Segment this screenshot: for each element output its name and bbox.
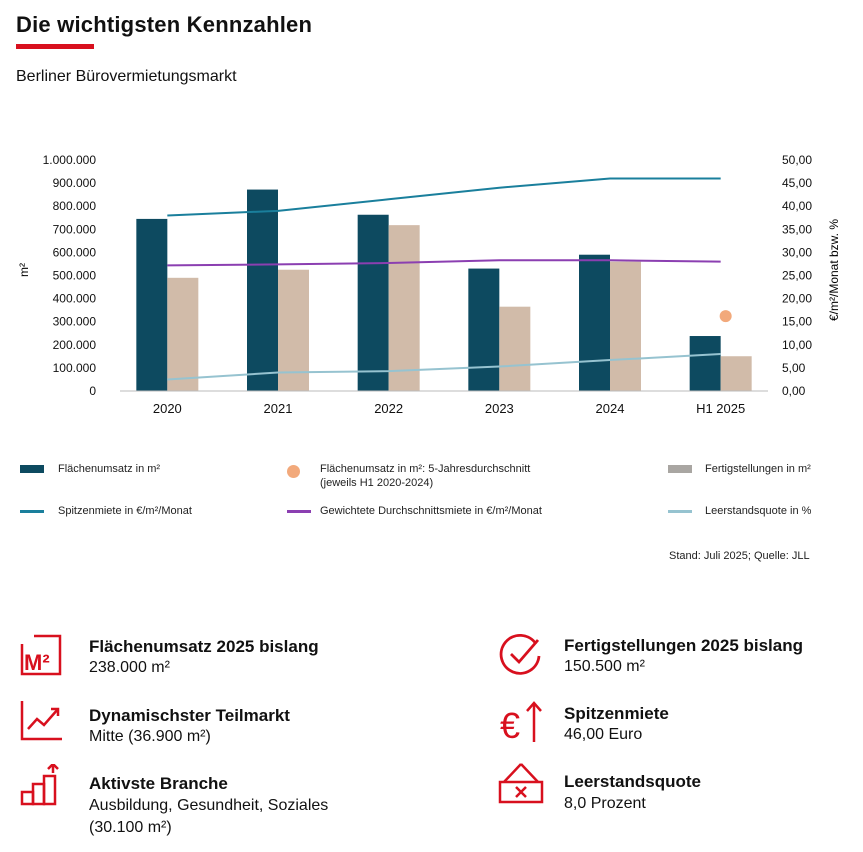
bar-flaechenumsatz: [357, 214, 389, 391]
bar-fertigstellungen: [720, 356, 752, 391]
legend-label-average: Flächenumsatz in m²: 5-Jahresdurchschnit…: [320, 462, 530, 490]
kpi-title-teilmarkt: Dynamischster Teilmarkt: [89, 706, 290, 725]
page-title: Die wichtigsten Kennzahlen: [16, 12, 313, 37]
right-axis-label: €/m²/Monat bzw. %: [827, 219, 841, 321]
left-axis-tick-label: 600.000: [53, 245, 97, 259]
left-axis-tick-label: 1.000.000: [43, 153, 97, 167]
legend-label-fertigstellungen: Fertigstellungen in m²: [705, 463, 811, 475]
stairs-up-icon: [20, 762, 64, 811]
right-axis-tick-label: 40,00: [782, 199, 812, 213]
kpi-title-leerstand: Leerstandsquote: [564, 772, 701, 791]
left-axis-tick-label: 0: [89, 384, 96, 398]
x-axis-tick-label: 2023: [485, 401, 514, 416]
bar-flaechenumsatz: [689, 336, 721, 391]
right-axis-tick-label: 30,00: [782, 245, 812, 259]
legend-swatch-spitzenmiete: [20, 510, 44, 513]
x-axis-tick-label: 2020: [153, 401, 182, 416]
left-axis-label: m²: [17, 263, 31, 277]
bar-fertigstellungen: [499, 306, 531, 391]
kpi-title-branche: Aktivste Branche: [89, 774, 228, 793]
x-axis-tick-label: 2024: [596, 401, 625, 416]
bar-fertigstellungen: [610, 261, 641, 391]
legend-swatch-flaechenumsatz: [20, 465, 44, 473]
right-axis-tick-label: 0,00: [782, 384, 806, 398]
checkmark-circle-icon: [498, 632, 544, 683]
right-axis-ticks: 0,00 5,00 10,00 15,00 20,00 25,00 30,00 35,00 40…: [782, 153, 812, 398]
legend-swatch-leerstand: [668, 510, 692, 513]
x-axis-ticks: 2020 2021 2022 2023 2024 H1 2025: [153, 401, 745, 416]
kpi-value-fertigstellungen: 150.500 m²: [564, 658, 645, 675]
kpi-value-branche-line2: (30.100 m²): [89, 819, 172, 836]
bar-fertigstellungen: [278, 269, 309, 391]
average-point: [719, 310, 732, 323]
bar-flaechenumsatz: [247, 189, 278, 391]
x-axis-tick-label: 2022: [374, 401, 403, 416]
kpi-value-leerstand: 8,0 Prozent: [564, 795, 646, 812]
bar-fertigstellungen: [167, 277, 199, 391]
kpi-title-flaechenumsatz: Flächenumsatz 2025 bislang: [89, 637, 319, 656]
bar-fertigstellungen: [388, 225, 420, 391]
left-axis-ticks: 0 100.000 200.000 300.000 400.000 500.000 600.…: [43, 153, 97, 398]
durchschnittsmiete-line: [167, 259, 721, 267]
left-axis-tick-label: 400.000: [53, 292, 97, 306]
legend-label-leerstand: Leerstandsquote in %: [705, 505, 812, 517]
kpi-value-flaechenumsatz: 238.000 m²: [89, 659, 170, 676]
left-axis-tick-label: 700.000: [53, 222, 97, 236]
kpi-value-spitzenmiete: 46,00 Euro: [564, 726, 643, 743]
legend-label-average-line2: (jeweils H1 2020-2024): [320, 477, 434, 489]
kpi-value-branche: Ausbildung, Gesundheit, Soziales: [89, 797, 329, 814]
trend-up-icon: [20, 699, 64, 746]
legend-label-durchschnittsmiete: Gewichtete Durchschnittsmiete in €/m²/Mo…: [320, 505, 542, 517]
kpi-title-fertigstellungen: Fertigstellungen 2025 bislang: [564, 636, 804, 655]
left-axis-tick-label: 100.000: [53, 361, 97, 375]
svg-text:€: €: [500, 705, 520, 744]
kpi-value-teilmarkt: Mitte (36.900 m²): [89, 728, 211, 745]
title-accent-bar: [16, 44, 94, 49]
bar-flaechenumsatz: [468, 268, 500, 391]
euro-up-icon: €: [500, 698, 546, 749]
vacancy-sign-icon: [498, 762, 544, 811]
kpi-title-spitzenmiete: Spitzenmiete: [564, 704, 669, 723]
right-axis-tick-label: 25,00: [782, 269, 812, 283]
bar-series: [136, 189, 752, 391]
right-axis-tick-label: 35,00: [782, 222, 812, 236]
left-axis-tick-label: 200.000: [53, 338, 97, 352]
spitzenmiete-line: [167, 177, 721, 217]
legend-label-flaechenumsatz: Flächenumsatz in m²: [58, 463, 161, 475]
source-note: Stand: Juli 2025; Quelle: JLL: [669, 550, 810, 562]
right-axis-tick-label: 45,00: [782, 176, 812, 190]
left-axis-tick-label: 300.000: [53, 315, 97, 329]
legend-label-spitzenmiete: Spitzenmiete in €/m²/Monat: [58, 505, 192, 517]
right-axis-tick-label: 50,00: [782, 153, 812, 167]
bar-flaechenumsatz: [579, 254, 610, 391]
svg-text:M²: M²: [24, 650, 50, 675]
page-subtitle: Berliner Bürovermietungsmarkt: [16, 68, 237, 85]
left-axis-tick-label: 800.000: [53, 199, 97, 213]
x-axis-tick-label: 2021: [264, 401, 293, 416]
legend-swatch-average: [287, 465, 300, 478]
x-axis-tick-label: H1 2025: [696, 401, 745, 416]
left-axis-tick-label: 900.000: [53, 176, 97, 190]
right-axis-tick-label: 5,00: [782, 361, 806, 375]
legend-swatch-fertigstellungen: [668, 465, 692, 473]
leerstand-line: [167, 353, 721, 381]
combo-chart: 0 100.000 200.000 300.000 400.000 500.000 600.…: [17, 153, 841, 416]
bar-flaechenumsatz: [136, 218, 168, 391]
right-axis-tick-label: 20,00: [782, 292, 812, 306]
line-series: [167, 177, 721, 381]
point-series: [719, 310, 732, 323]
right-axis-tick-label: 10,00: [782, 338, 812, 352]
left-axis-tick-label: 500.000: [53, 269, 97, 283]
legend-swatch-durchschnittsmiete: [287, 510, 311, 513]
square-meter-icon: M²: [20, 634, 64, 681]
legend-label-average-line1: Flächenumsatz in m²: 5-Jahresdurchschnit…: [320, 463, 531, 475]
right-axis-tick-label: 15,00: [782, 315, 812, 329]
